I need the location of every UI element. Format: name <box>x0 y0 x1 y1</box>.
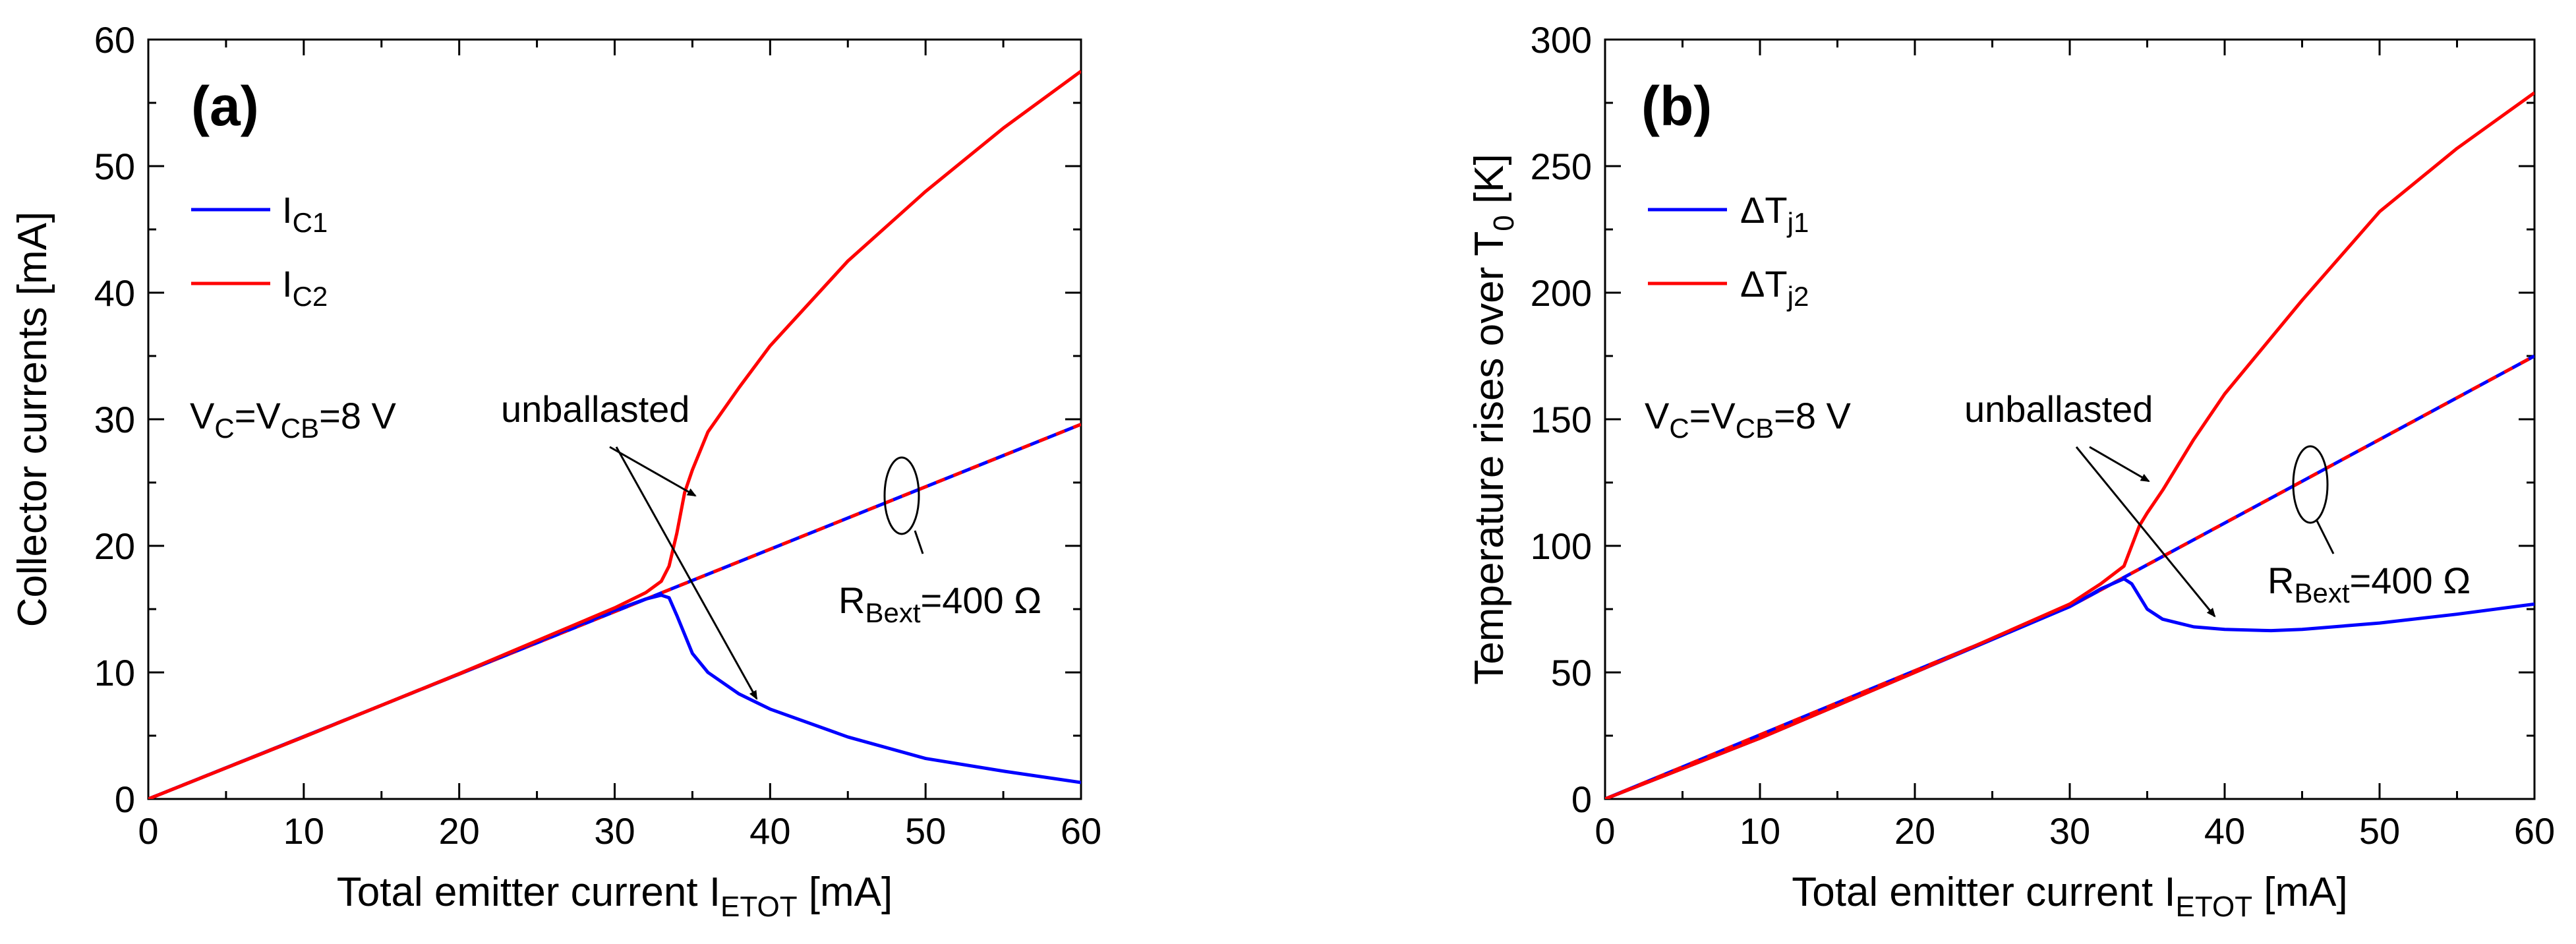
plot-area <box>148 69 1081 799</box>
y-tick-label: 50 <box>1551 652 1592 693</box>
bias-annotation: VC=VCB=8 V <box>190 395 397 444</box>
y-tick-label: 300 <box>1531 19 1592 61</box>
ballast-leader-line <box>2316 520 2335 554</box>
x-axis-label: Total emitter current IETOT [mA] <box>337 870 893 923</box>
y-tick-label: 0 <box>115 779 135 820</box>
y-tick-label: 60 <box>94 19 135 61</box>
series-line-2 <box>148 69 1081 799</box>
annotation-arrow <box>2089 446 2150 483</box>
x-axis-label: Total emitter current IETOT [mA] <box>1792 870 2348 923</box>
y-axis-label: Temperature rises over T0 [K] <box>1467 154 1520 685</box>
y-tick-label: 150 <box>1531 399 1592 440</box>
x-tick-label: 20 <box>439 810 480 852</box>
x-tick-label: 0 <box>138 810 158 852</box>
x-tick-label: 10 <box>1740 810 1780 852</box>
ballast-ellipse <box>883 456 920 535</box>
ballast-leader-line <box>914 530 924 554</box>
x-tick-label: 30 <box>2049 810 2090 852</box>
legend-label-1: ΔTj1 <box>1740 189 1809 238</box>
x-tick-label: 0 <box>1595 810 1615 852</box>
annotation-arrow <box>615 446 758 700</box>
series-line-1 <box>148 593 1081 799</box>
annotation-arrow <box>2075 446 2216 618</box>
series-line-1 <box>1605 577 2534 799</box>
x-tick-label: 30 <box>594 810 635 852</box>
y-tick-label: 40 <box>94 272 135 314</box>
x-tick-label: 40 <box>749 810 790 852</box>
y-tick-label: 20 <box>94 525 135 567</box>
y-tick-label: 10 <box>94 652 135 693</box>
plot-area <box>1605 91 2534 799</box>
y-tick-label: 250 <box>1531 146 1592 187</box>
legend-label-1: IC1 <box>282 189 328 238</box>
y-axis-label: Collector currents [mA] <box>10 212 55 628</box>
x-tick-label: 50 <box>2359 810 2400 852</box>
y-tick-label: 50 <box>94 146 135 187</box>
x-tick-label: 60 <box>2514 810 2555 852</box>
legend-label-2: ΔTj2 <box>1740 263 1809 312</box>
bias-annotation: VC=VCB=8 V <box>1645 395 1852 444</box>
unballasted-annotation: unballasted <box>1964 388 2153 430</box>
panel-tag: (b) <box>1641 75 1712 137</box>
annotation-arrow <box>609 446 697 497</box>
y-tick-label: 100 <box>1531 525 1592 567</box>
ballast-ellipse <box>2292 445 2329 524</box>
y-tick-label: 200 <box>1531 272 1592 314</box>
x-tick-label: 10 <box>283 810 324 852</box>
x-tick-label: 40 <box>2204 810 2245 852</box>
legend-label-2: IC2 <box>282 263 328 312</box>
ballast-annotation: RBext=400 Ω <box>838 579 1041 628</box>
x-tick-label: 20 <box>1894 810 1935 852</box>
unballasted-annotation: unballasted <box>501 388 689 430</box>
chart-panel-a: 0 10 20 30 40 50 60 0 10 20 30 40 50 60 Total emitter … <box>10 19 1101 923</box>
panel-tag: (a) <box>191 75 259 137</box>
x-tick-label: 50 <box>905 810 946 852</box>
y-tick-label: 30 <box>94 399 135 440</box>
y-tick-label: 0 <box>1571 779 1592 820</box>
x-tick-label: 60 <box>1061 810 1101 852</box>
ballast-annotation: RBext=400 Ω <box>2268 560 2471 608</box>
chart-panel-b: 0 10 20 30 40 50 60 0 50 100 150 200 250 300 Total emi… <box>1467 19 2555 923</box>
series-line-2 <box>1605 91 2534 799</box>
